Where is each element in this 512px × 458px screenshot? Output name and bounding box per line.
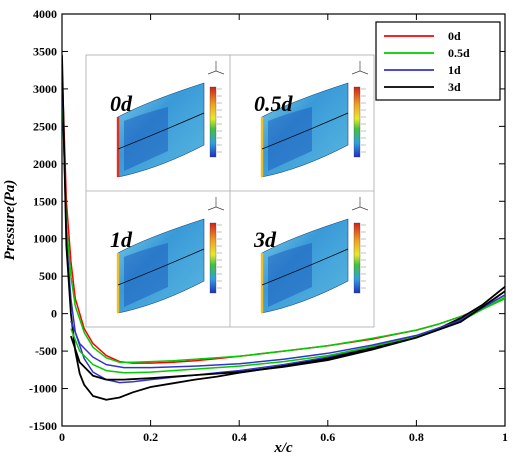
inset-panel-0d: 0d	[110, 61, 225, 178]
x-axis-label: x/c	[273, 440, 293, 456]
low-pressure-region	[268, 243, 312, 307]
chord-line	[261, 112, 349, 150]
series-line-branch-6	[70, 290, 505, 381]
x-tick-label: 0.6	[320, 430, 335, 444]
inset-contour-panels: 0d 0.5d 1d 3d	[85, 54, 375, 328]
y-tick-label: 1000	[33, 232, 57, 246]
inset-panel-label: 3d	[253, 227, 277, 252]
inset-panel-label: 0.5d	[254, 91, 294, 116]
series-line-branch-4	[70, 296, 505, 374]
y-tick-label: 2000	[33, 157, 57, 171]
color-scale-bar	[209, 222, 217, 294]
y-tick-label: 4000	[33, 7, 57, 21]
low-pressure-region	[124, 243, 168, 307]
series-line-0-5d	[62, 88, 505, 364]
inset-panel-1d: 1d	[110, 197, 225, 314]
y-tick-label: 500	[39, 269, 57, 283]
series-lines	[62, 55, 505, 401]
triad-axis	[351, 206, 361, 211]
triad-axis	[207, 70, 217, 75]
legend-box	[375, 21, 501, 101]
x-tick-label: 0	[59, 430, 65, 444]
y-tick-label: -1500	[29, 419, 57, 433]
legend-label: 0.5d	[448, 46, 470, 60]
legend-label: 1d	[448, 63, 461, 77]
x-tick-label: 0.8	[409, 430, 424, 444]
y-tick-label: 0	[51, 307, 57, 321]
triad-axis	[359, 70, 369, 75]
inset-panel-label: 0d	[110, 91, 133, 116]
color-scale-bar	[353, 86, 361, 158]
y-tick-label: -1000	[29, 382, 57, 396]
y-axis-label: Pressure(Pa)	[2, 180, 18, 261]
chord-line	[117, 248, 205, 286]
triad-axis	[215, 206, 225, 211]
triad-axis	[359, 206, 369, 211]
y-tick-label: 3500	[33, 44, 57, 58]
series-line-branch-5	[70, 294, 505, 369]
y-tick-label: 3000	[33, 82, 57, 96]
inset-panel-label: 1d	[110, 227, 133, 252]
x-tick-label: 0.2	[143, 430, 158, 444]
axis-labels: x/c Pressure(Pa)	[2, 180, 293, 456]
color-scale-bar	[209, 86, 217, 158]
triad-axis	[215, 70, 225, 75]
x-tick-label: 1	[502, 430, 508, 444]
x-tick-label: 0.4	[232, 430, 247, 444]
y-tick-label: -500	[35, 344, 57, 358]
low-pressure-region	[124, 107, 168, 171]
axes: -1500 -1000 -500 0 500 1000 1500 2000 2500 3000 35…	[29, 7, 508, 444]
triad-axis	[207, 206, 217, 211]
chord-line	[117, 112, 205, 150]
y-tick-label: 2500	[33, 119, 57, 133]
plot-frame	[61, 13, 506, 427]
triad-axis	[351, 70, 361, 75]
chord-line	[261, 248, 349, 286]
low-pressure-region	[268, 107, 312, 171]
inset-panel-3d: 3d	[253, 197, 369, 314]
color-scale-bar	[353, 222, 361, 294]
y-tick-label: 1500	[33, 194, 57, 208]
legend: 0d 0.5d 1d 3d	[375, 21, 501, 101]
legend-label: 3d	[448, 80, 461, 94]
legend-label: 0d	[448, 29, 461, 43]
inset-panel-0-5d: 0.5d	[254, 61, 369, 178]
